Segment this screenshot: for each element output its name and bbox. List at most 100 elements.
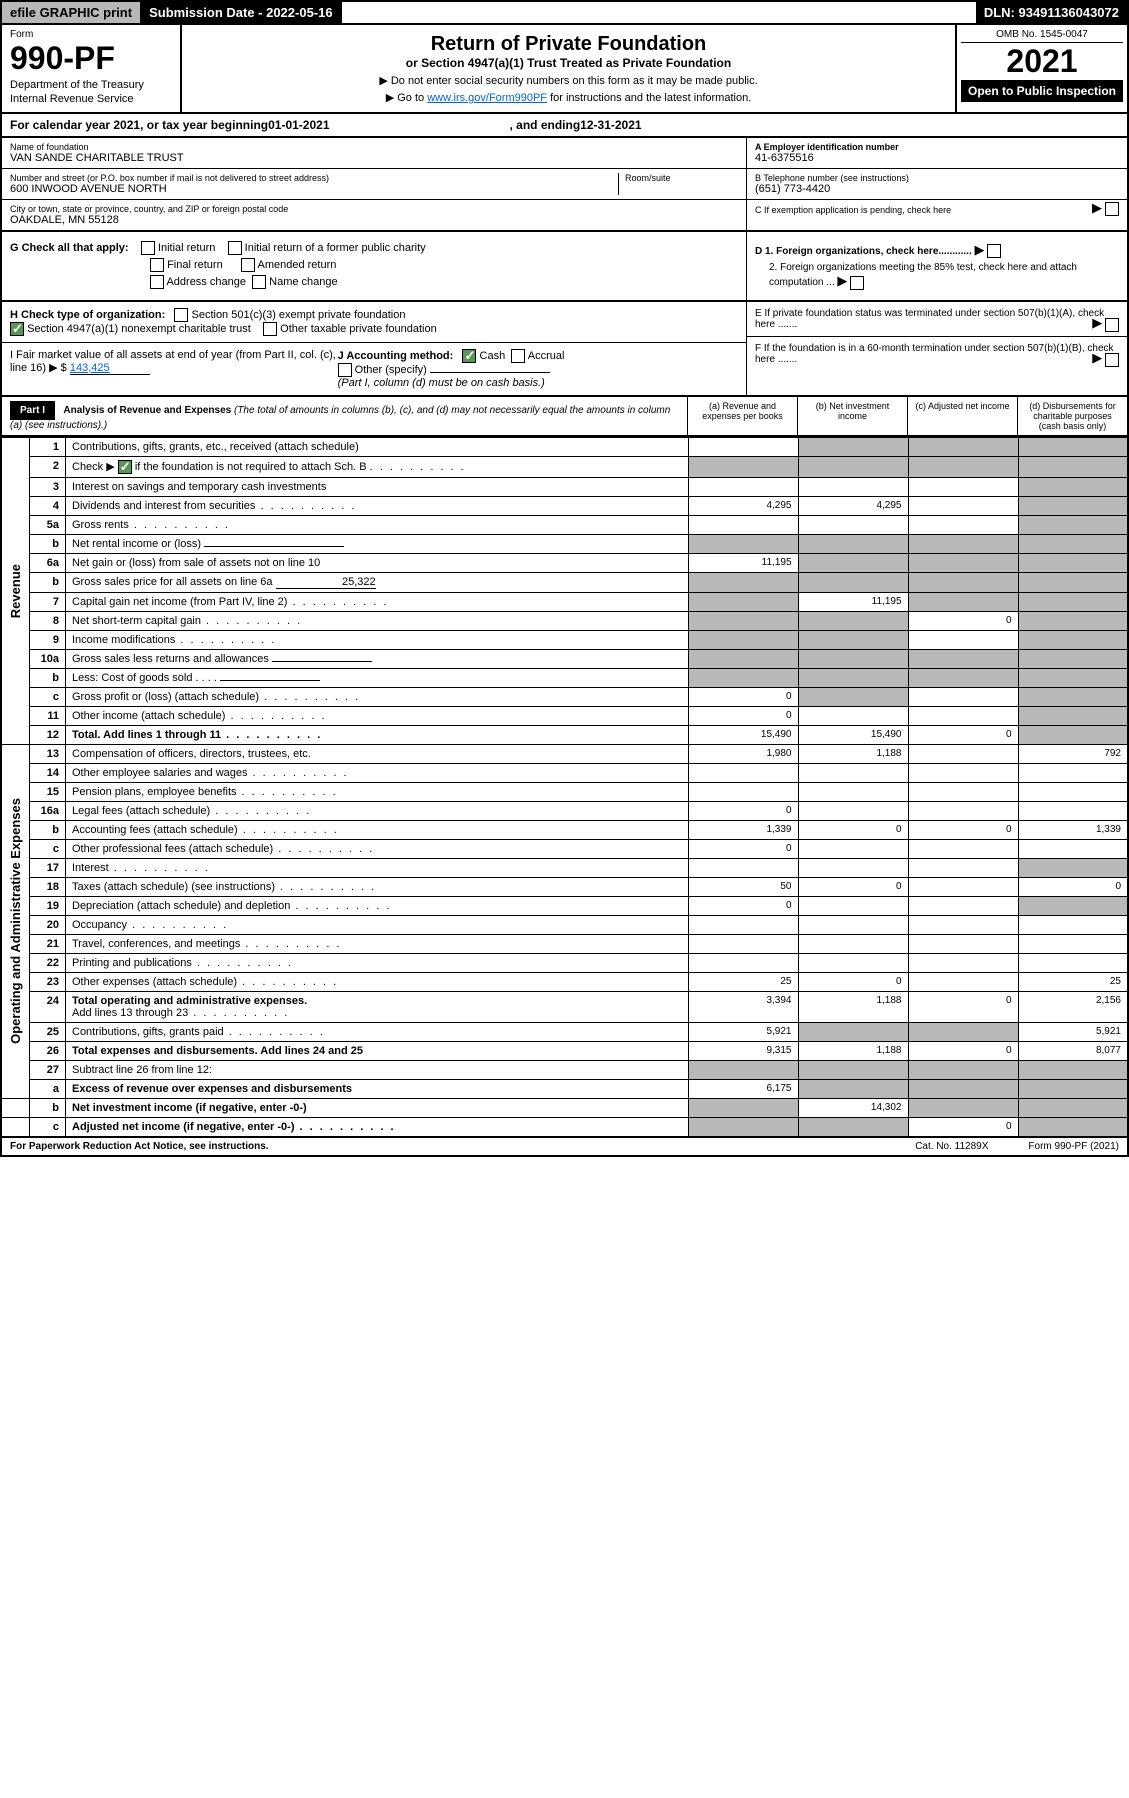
part1-label: Part I: [10, 401, 55, 420]
line-desc: Taxes (attach schedule) (see instruction…: [66, 877, 689, 896]
c-exemption-cell: C If exemption application is pending, c…: [747, 200, 1127, 220]
cell-val: 11,195: [798, 592, 908, 611]
efile-label: efile GRAPHIC print: [2, 2, 141, 23]
cell-val: 0: [908, 991, 1018, 1022]
f-label: F If the foundation is in a 60-month ter…: [755, 343, 1114, 365]
cell-val: 6,175: [688, 1079, 798, 1098]
line-desc: Other income (attach schedule): [66, 706, 689, 725]
linenum: 25: [30, 1022, 66, 1041]
city-cell: City or town, state or province, country…: [2, 200, 746, 230]
part1-desc: Part I Analysis of Revenue and Expenses …: [2, 397, 687, 435]
arrow-icon: ▶: [975, 242, 985, 257]
cell-val: 2,156: [1018, 991, 1128, 1022]
d1-label: D 1. Foreign organizations, check here..…: [755, 246, 972, 257]
h2-checkbox[interactable]: [10, 322, 24, 336]
h3-checkbox[interactable]: [263, 322, 277, 336]
g-amended-checkbox[interactable]: [241, 258, 255, 272]
line-desc: Gross profit or (loss) (attach schedule): [66, 687, 689, 706]
table-row: cGross profit or (loss) (attach schedule…: [1, 687, 1128, 706]
d1-checkbox[interactable]: [987, 244, 1001, 258]
g-label: G Check all that apply:: [10, 242, 129, 254]
linenum: 13: [30, 744, 66, 763]
table-row: 22Printing and publications: [1, 953, 1128, 972]
h1-checkbox[interactable]: [174, 308, 188, 322]
j-other: Other (specify): [355, 364, 427, 376]
table-row: 8Net short-term capital gain0: [1, 611, 1128, 630]
j-label: J Accounting method:: [338, 350, 454, 362]
j-accrual-checkbox[interactable]: [511, 349, 525, 363]
header-bar: efile GRAPHIC print Submission Date - 20…: [0, 0, 1129, 25]
g-name-checkbox[interactable]: [252, 275, 266, 289]
linenum: 18: [30, 877, 66, 896]
line-desc: Accounting fees (attach schedule): [66, 820, 689, 839]
j-note: (Part I, column (d) must be on cash basi…: [338, 377, 545, 389]
dept-irs: Internal Revenue Service: [10, 93, 172, 105]
c-label: C If exemption application is pending, c…: [755, 205, 951, 215]
table-row: bNet investment income (if negative, ent…: [1, 1098, 1128, 1117]
linenum: 4: [30, 496, 66, 515]
city-label: City or town, state or province, country…: [10, 204, 738, 214]
col-a-head: (a) Revenue and expenses per books: [687, 397, 797, 435]
linenum: b: [30, 820, 66, 839]
line-desc: Less: Cost of goods sold . . . .: [66, 668, 689, 687]
cell-val: 0: [688, 896, 798, 915]
g-final-checkbox[interactable]: [150, 258, 164, 272]
f-checkbox[interactable]: [1105, 353, 1119, 367]
linenum: c: [30, 687, 66, 706]
cell-val: 0: [908, 725, 1018, 744]
instr-link[interactable]: www.irs.gov/Form990PF: [427, 92, 547, 104]
line-desc: Net short-term capital gain: [66, 611, 689, 630]
table-row: 18Taxes (attach schedule) (see instructi…: [1, 877, 1128, 896]
line-desc: Check ▶ if the foundation is not require…: [66, 456, 689, 477]
linenum: 6a: [30, 553, 66, 572]
j-cash-checkbox[interactable]: [462, 349, 476, 363]
form-id-block: Form 990-PF Department of the Treasury I…: [2, 25, 182, 112]
omb-number: OMB No. 1545-0047: [961, 29, 1123, 43]
g-address-checkbox[interactable]: [150, 275, 164, 289]
linenum: 26: [30, 1041, 66, 1060]
cell-val: 0: [688, 839, 798, 858]
instr-post: for instructions and the latest informat…: [547, 92, 751, 104]
table-row: Revenue 1Contributions, gifts, grants, e…: [1, 437, 1128, 456]
ij-row: I Fair market value of all assets at end…: [2, 343, 746, 395]
linenum: b: [30, 534, 66, 553]
cell-val: 1,188: [798, 1041, 908, 1060]
cal-end: 12-31-2021: [580, 118, 641, 132]
e-checkbox[interactable]: [1105, 318, 1119, 332]
hij-right: E If private foundation status was termi…: [747, 302, 1127, 395]
calendar-year-row: For calendar year 2021, or tax year begi…: [0, 114, 1129, 138]
g-initial: Initial return: [158, 242, 215, 254]
line-desc: Dividends and interest from securities: [66, 496, 689, 515]
g-initial-checkbox[interactable]: [141, 241, 155, 255]
linenum: b: [30, 668, 66, 687]
arrow-icon: ▶: [1092, 315, 1102, 330]
cell-val: 0: [798, 877, 908, 896]
cell-val: 3,394: [688, 991, 798, 1022]
instr-pre: ▶ Go to: [386, 92, 427, 104]
i-label: I Fair market value of all assets at end…: [10, 349, 336, 374]
c-checkbox[interactable]: [1105, 202, 1119, 216]
j-other-checkbox[interactable]: [338, 363, 352, 377]
line-desc: Travel, conferences, and meetings: [66, 934, 689, 953]
cal-mid: , and ending: [510, 118, 581, 132]
linenum: 21: [30, 934, 66, 953]
cell-val: 0: [798, 820, 908, 839]
arrow-icon: ▶: [837, 273, 847, 288]
h1: Section 501(c)(3) exempt private foundat…: [191, 309, 405, 321]
cell-val: 1,980: [688, 744, 798, 763]
i-value-link[interactable]: 143,425: [70, 362, 150, 375]
l2-checkbox[interactable]: [118, 460, 132, 474]
line-desc: Excess of revenue over expenses and disb…: [66, 1079, 689, 1098]
table-row: 9Income modifications: [1, 630, 1128, 649]
name-label: Name of foundation: [10, 142, 738, 152]
g-name: Name change: [269, 276, 338, 288]
city: OAKDALE, MN 55128: [10, 214, 738, 226]
part1-title: Analysis of Revenue and Expenses: [63, 405, 231, 416]
g-initial-former-checkbox[interactable]: [228, 241, 242, 255]
addr-label: Number and street (or P.O. box number if…: [10, 173, 618, 183]
d2-checkbox[interactable]: [850, 276, 864, 290]
footer-catno: Cat. No. 11289X: [915, 1141, 988, 1152]
linenum: 2: [30, 456, 66, 477]
table-row: 23Other expenses (attach schedule)25025: [1, 972, 1128, 991]
linenum: 20: [30, 915, 66, 934]
